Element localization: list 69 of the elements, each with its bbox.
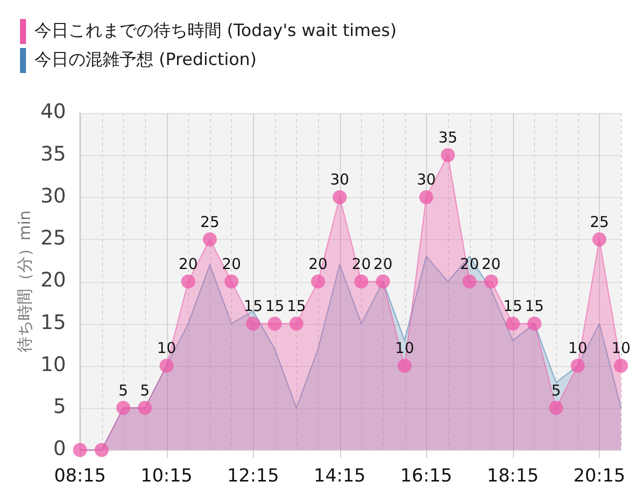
legend-label: 今日の混雑予想 (Prediction): [34, 50, 257, 70]
point: [398, 358, 412, 373]
data-label: 20: [308, 254, 328, 273]
point: [268, 316, 282, 331]
x-tick-label: 08:15: [54, 465, 106, 486]
data-label: 5: [140, 381, 150, 400]
x-tick-label: 18:15: [486, 465, 539, 486]
data-label: 30: [416, 170, 436, 189]
data-label: 15: [244, 297, 263, 316]
point: [73, 443, 87, 457]
point: [116, 400, 130, 415]
y-tick-label: 10: [40, 352, 66, 376]
point: [549, 400, 564, 415]
data-label: 30: [330, 170, 350, 189]
y-tick-label: 40: [40, 99, 66, 124]
point: [462, 274, 477, 288]
point: [224, 274, 238, 288]
data-label: 20: [460, 254, 480, 273]
data-label: 15: [503, 297, 522, 316]
data-label: 35: [438, 128, 458, 147]
data-label: 20: [222, 254, 242, 273]
y-tick-label: 20: [40, 268, 66, 292]
point: [440, 148, 455, 162]
data-label: 10: [568, 339, 588, 358]
point: [202, 232, 217, 246]
point: [570, 358, 585, 373]
data-label: 5: [118, 381, 128, 400]
y-tick-label: 35: [40, 141, 66, 166]
point: [354, 274, 368, 288]
y-tick-label: 25: [40, 226, 66, 250]
data-label: 25: [590, 212, 609, 231]
point: [527, 316, 542, 331]
data-label: 10: [611, 339, 631, 358]
point: [181, 274, 196, 288]
y-axis-title: 待ち時間（分）min: [14, 210, 34, 353]
y-tick-label: 30: [40, 183, 66, 208]
point: [484, 274, 498, 288]
point: [160, 358, 174, 373]
point: [138, 400, 152, 415]
data-label: 20: [482, 254, 501, 273]
point: [506, 316, 520, 331]
y-tick-label: 0: [53, 436, 66, 460]
data-label: 20: [352, 254, 371, 273]
point: [332, 190, 347, 204]
data-label: 20: [178, 254, 198, 273]
point: [246, 316, 260, 331]
data-label: 15: [524, 297, 544, 316]
x-tick-label: 14:15: [314, 465, 366, 486]
point: [419, 190, 434, 204]
point: [614, 358, 628, 373]
x-tick-label: 16:15: [400, 465, 452, 486]
point: [592, 232, 606, 246]
data-label: 10: [157, 339, 176, 358]
x-tick-label: 12:15: [227, 465, 280, 486]
data-label: 15: [286, 297, 306, 316]
data-label: 15: [265, 297, 284, 316]
y-tick-label: 5: [53, 394, 66, 418]
data-label: 20: [373, 254, 393, 273]
legend-label: 今日これまでの待ち時間 (Today's wait times): [34, 20, 397, 41]
point: [289, 316, 304, 331]
y-tick-label: 15: [40, 310, 66, 334]
point: [94, 443, 109, 457]
data-label: 10: [395, 339, 414, 358]
data-label: 5: [551, 381, 561, 400]
data-label: 25: [200, 212, 220, 231]
x-tick-label: 20:15: [573, 465, 626, 486]
x-tick-label: 10:15: [140, 465, 192, 486]
point: [311, 274, 326, 288]
point: [376, 274, 390, 288]
